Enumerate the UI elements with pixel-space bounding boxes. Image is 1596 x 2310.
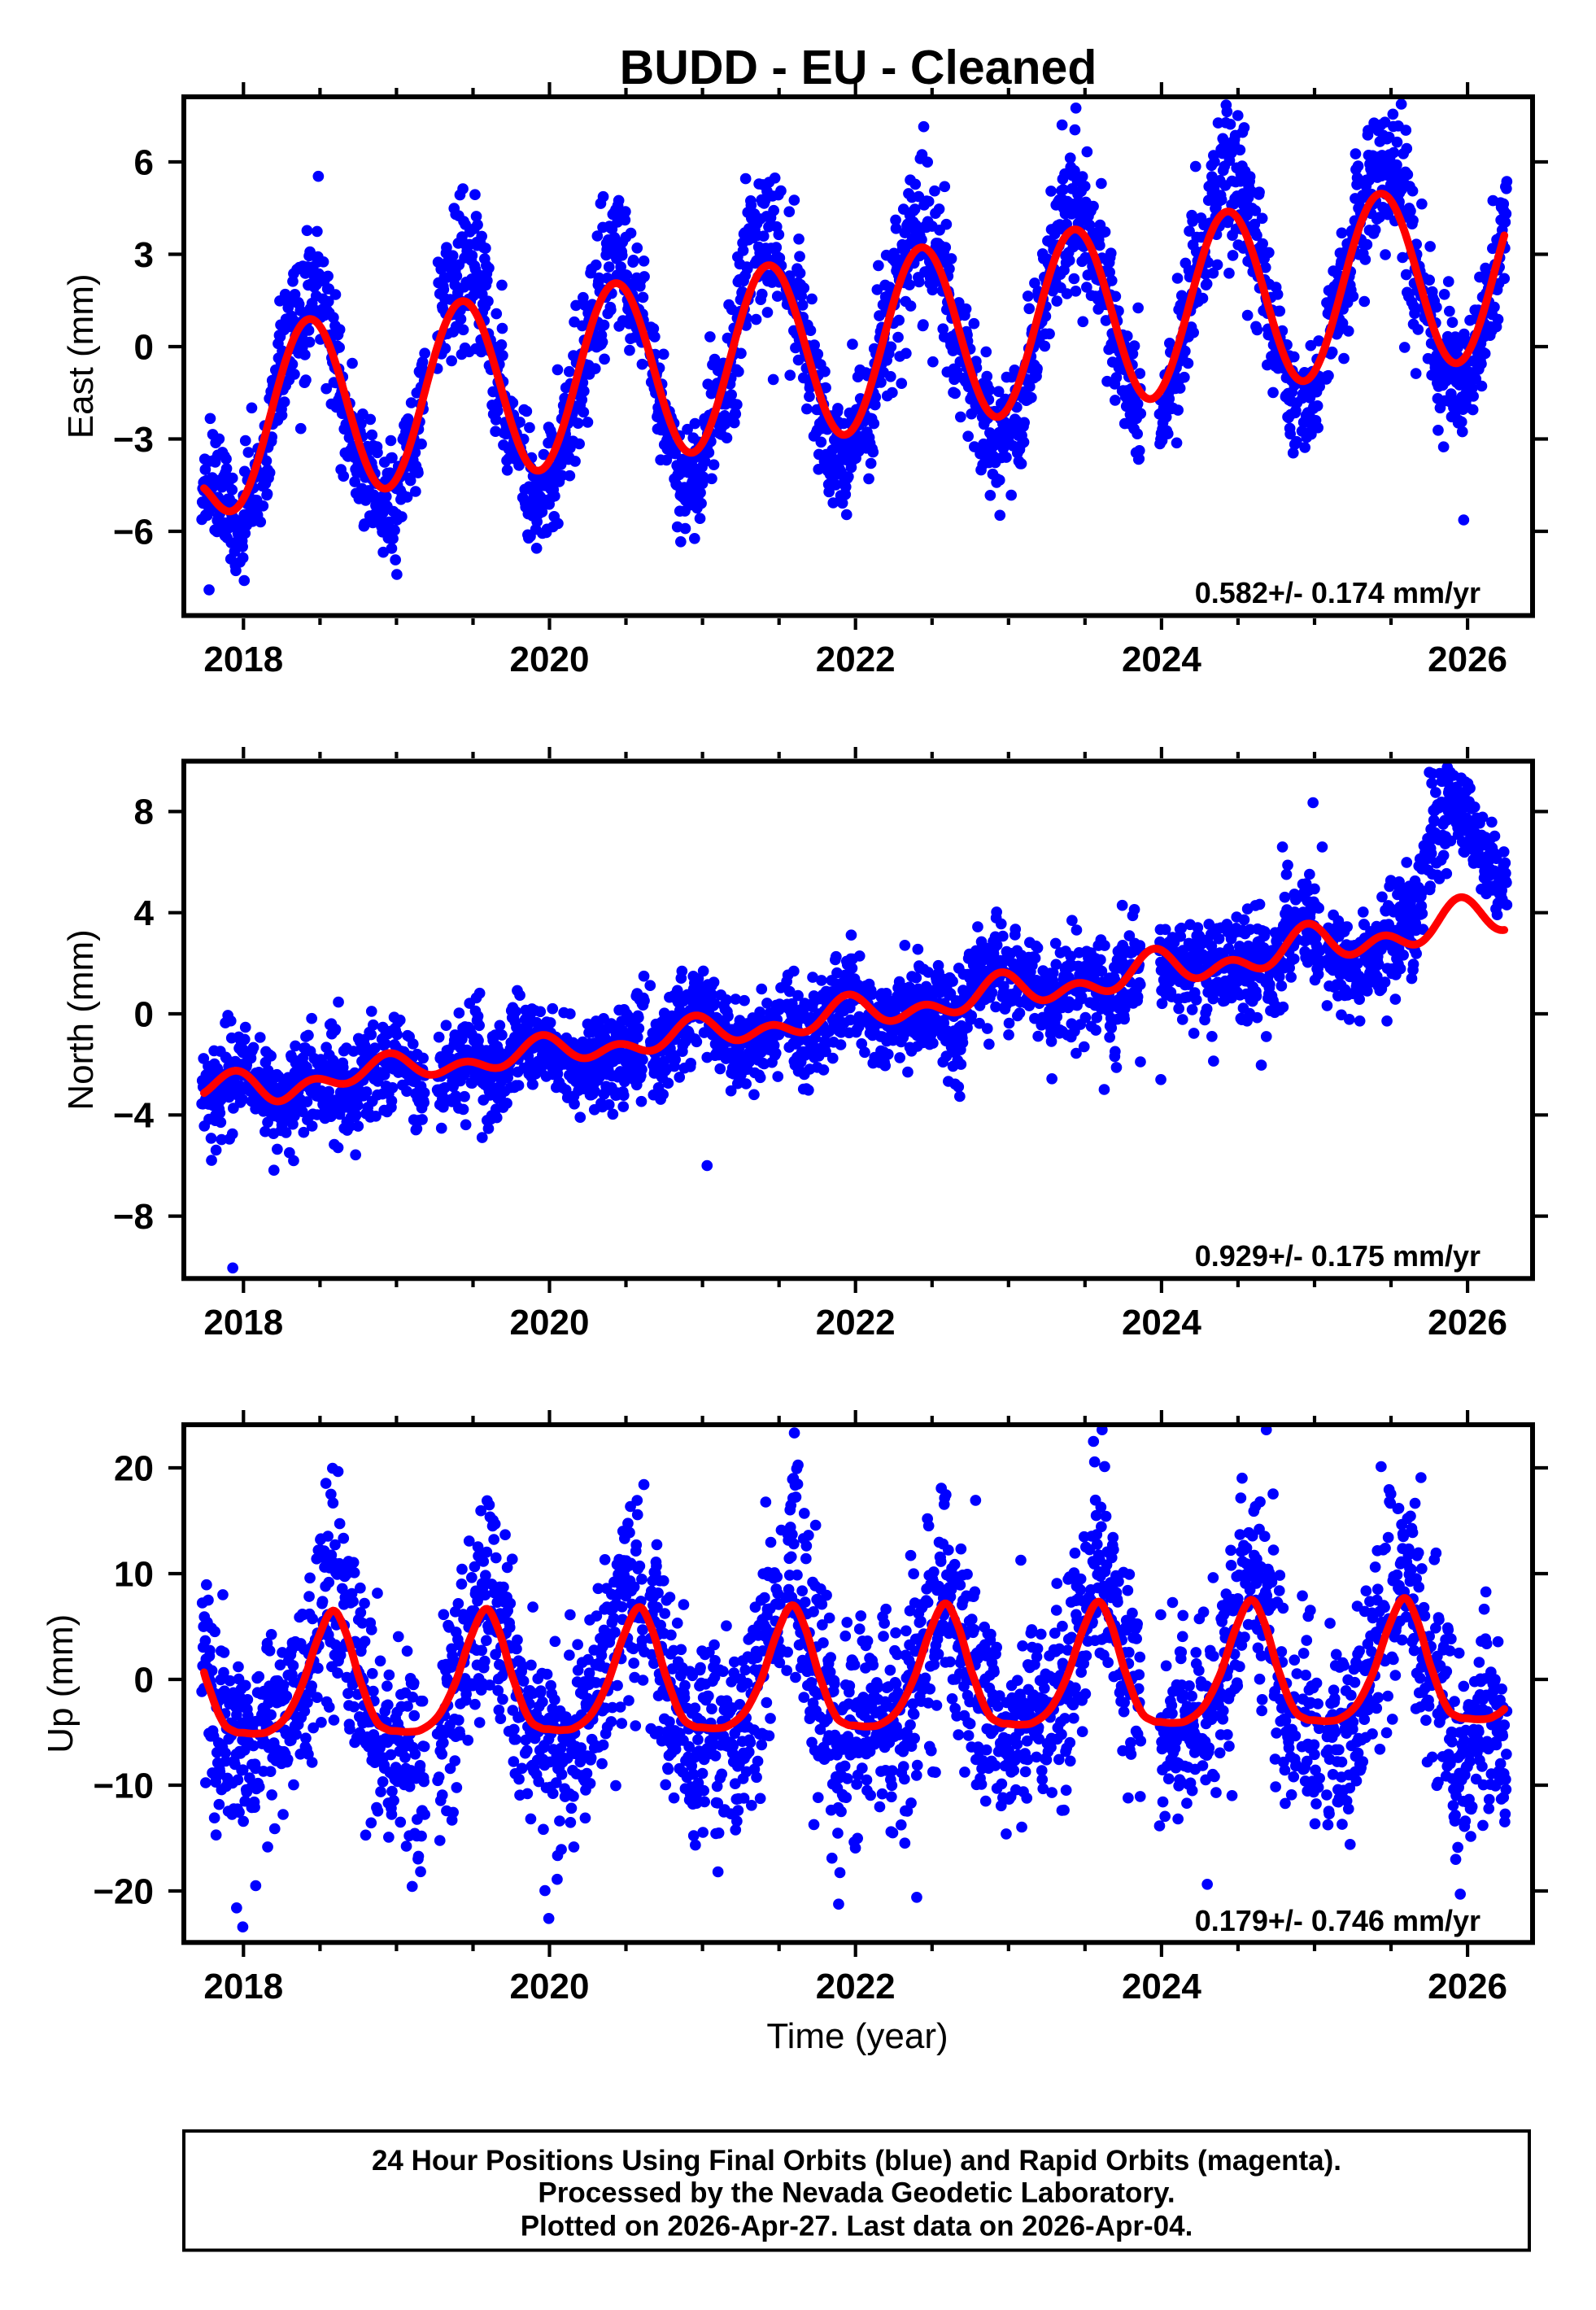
svg-text:2020: 2020 bbox=[510, 640, 590, 679]
svg-text:−10: −10 bbox=[93, 1766, 154, 1806]
svg-text:2022: 2022 bbox=[816, 1967, 896, 2007]
svg-text:2022: 2022 bbox=[816, 640, 896, 679]
svg-text:2020: 2020 bbox=[510, 1303, 590, 1343]
svg-text:6: 6 bbox=[134, 142, 154, 182]
svg-text:2026: 2026 bbox=[1428, 640, 1507, 679]
svg-text:20: 20 bbox=[114, 1448, 154, 1488]
svg-text:Plotted on 2026-Apr-27. Last d: Plotted on 2026-Apr-27. Last data on 202… bbox=[521, 2211, 1193, 2242]
svg-text:0: 0 bbox=[134, 1660, 154, 1700]
svg-text:0: 0 bbox=[134, 327, 154, 367]
svg-text:Processed by the Nevada Geodet: Processed by the Nevada Geodetic Laborat… bbox=[538, 2177, 1175, 2209]
svg-text:8: 8 bbox=[134, 793, 154, 832]
svg-text:0.582+/- 0.174 mm/yr: 0.582+/- 0.174 mm/yr bbox=[1195, 576, 1480, 609]
svg-text:2022: 2022 bbox=[816, 1303, 896, 1343]
svg-text:2026: 2026 bbox=[1428, 1967, 1507, 2007]
svg-text:2026: 2026 bbox=[1428, 1303, 1507, 1343]
svg-text:0.929+/- 0.175 mm/yr: 0.929+/- 0.175 mm/yr bbox=[1195, 1239, 1480, 1273]
svg-text:−6: −6 bbox=[113, 512, 154, 552]
svg-text:2018: 2018 bbox=[203, 640, 283, 679]
svg-text:0.179+/- 0.746 mm/yr: 0.179+/- 0.746 mm/yr bbox=[1195, 1904, 1480, 1937]
svg-text:−3: −3 bbox=[113, 420, 154, 460]
svg-text:24 Hour Positions Using Final: 24 Hour Positions Using Final Orbits (bl… bbox=[372, 2145, 1341, 2177]
svg-text:2018: 2018 bbox=[203, 1967, 283, 2007]
svg-text:Time (year): Time (year) bbox=[766, 2016, 948, 2056]
svg-text:2020: 2020 bbox=[510, 1967, 590, 2007]
svg-text:−20: −20 bbox=[93, 1871, 154, 1911]
svg-text:2018: 2018 bbox=[203, 1303, 283, 1343]
svg-text:Up (mm): Up (mm) bbox=[41, 1614, 81, 1753]
svg-text:North (mm): North (mm) bbox=[61, 929, 101, 1110]
svg-text:2024: 2024 bbox=[1122, 1967, 1201, 2007]
svg-text:10: 10 bbox=[114, 1554, 154, 1594]
svg-text:−8: −8 bbox=[113, 1197, 154, 1237]
svg-text:BUDD - EU - Cleaned: BUDD - EU - Cleaned bbox=[620, 41, 1097, 94]
svg-text:2024: 2024 bbox=[1122, 640, 1201, 679]
svg-text:3: 3 bbox=[134, 235, 154, 275]
svg-text:2024: 2024 bbox=[1122, 1303, 1201, 1343]
svg-text:4: 4 bbox=[134, 893, 155, 933]
svg-text:−4: −4 bbox=[113, 1096, 155, 1136]
svg-text:East (mm): East (mm) bbox=[61, 273, 101, 439]
svg-text:0: 0 bbox=[134, 994, 154, 1034]
